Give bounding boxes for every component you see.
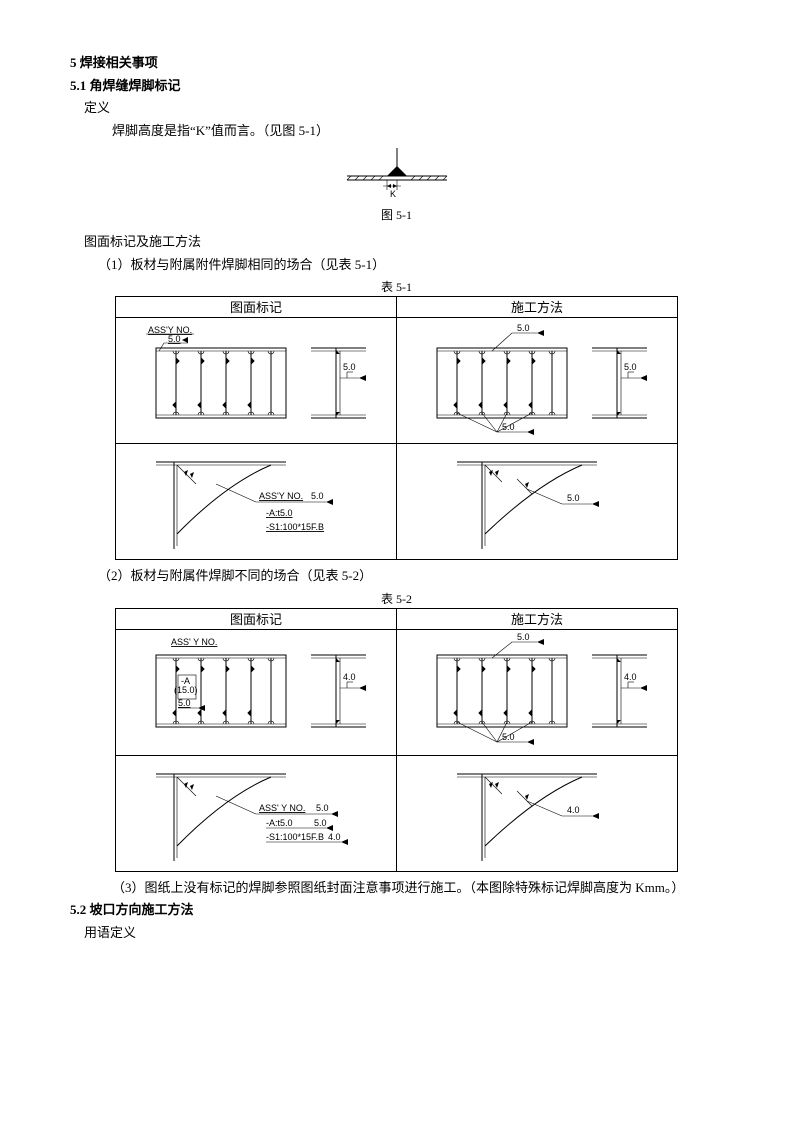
svg-text:5.0: 5.0 [168,334,181,344]
table-5-1: 图面标记 施工方法 [115,296,678,560]
mark-method-heading: 图面标记及施工方法 [84,232,723,252]
heading-5: 5 焊接相关事项 [70,53,723,73]
svg-text:4.0: 4.0 [624,672,637,682]
t52-r1-left: ASS' Y NO. -A (15.0) 5.0 [116,629,397,755]
svg-text:-A:t5.0: -A:t5.0 [266,508,293,518]
figure-5-1: K [70,146,723,202]
svg-text:5.0: 5.0 [567,493,580,503]
svg-text:5.0: 5.0 [178,698,191,708]
t52-r2-left: ASS' Y NO. 5.0 -A:t5.0 5.0 -S1:100*15F.B… [116,755,397,871]
svg-text:-A:t5.0: -A:t5.0 [266,818,293,828]
col-header-right-2: 施工方法 [397,608,678,629]
svg-text:5.0: 5.0 [343,362,356,372]
svg-text:5.0: 5.0 [517,323,530,333]
svg-text:4.0: 4.0 [328,832,341,842]
col-header-left-2: 图面标记 [116,608,397,629]
case-3: （3）图纸上没有标记的焊脚参照图纸封面注意事项进行施工。（本图除特殊标记焊脚高度… [112,878,723,898]
svg-text:5.0: 5.0 [316,803,329,813]
svg-text:5.0: 5.0 [311,491,324,501]
case-1: （1）板材与附属附件焊脚相同的场合（见表 5-1） [98,255,723,275]
t51-r2-left: ASS'Y NO. 5.0 -A:t5.0 -S1:100*15F.B [116,444,397,560]
t52-r1-right: 5.0 5.0 4.0 [397,629,678,755]
figure-5-1-caption: 图 5-1 [70,206,723,224]
svg-text:5.0: 5.0 [517,632,530,642]
svg-text:4.0: 4.0 [567,805,580,815]
svg-text:5.0: 5.0 [624,362,637,372]
svg-text:-S1:100*15F.B: -S1:100*15F.B [266,522,324,532]
svg-text:-S1:100*15F.B: -S1:100*15F.B [266,832,324,842]
table-5-2: 图面标记 施工方法 ASS' Y NO. -A (15.0) [115,608,678,872]
table-5-2-caption: 表 5-2 [70,590,723,608]
heading-5-2: 5.2 坡口方向施工方法 [70,900,723,920]
svg-text:4.0: 4.0 [343,672,356,682]
heading-5-2-def: 用语定义 [84,923,723,943]
col-header-right: 施工方法 [397,297,678,318]
table-5-1-caption: 表 5-1 [70,278,723,296]
svg-text:5.0: 5.0 [502,422,515,432]
t52-r2-right: 4.0 [397,755,678,871]
svg-text:ASS' Y NO.: ASS' Y NO. [259,803,305,813]
svg-text:ASS'Y NO.: ASS'Y NO. [259,491,303,501]
svg-text:5.0: 5.0 [502,732,515,742]
t51-r1-right: 5.0 5.0 5.0 [397,318,678,444]
definition-body: 焊脚高度是指“K”值而言。（见图 5-1） [112,121,723,141]
definition-label: 定义 [84,98,723,118]
col-header-left: 图面标记 [116,297,397,318]
t51-r2-right: 5.0 [397,444,678,560]
svg-text:K: K [390,189,396,199]
svg-text:ASS' Y NO.: ASS' Y NO. [171,637,217,647]
heading-5-1: 5.1 角焊缝焊脚标记 [70,76,723,96]
svg-text:5.0: 5.0 [314,818,327,828]
case-2: （2）板材与附属件焊脚不同的场合（见表 5-2） [98,566,723,586]
svg-text:(15.0): (15.0) [174,685,198,695]
t51-r1-left: ASS'Y NO. 5.0 [116,318,397,444]
